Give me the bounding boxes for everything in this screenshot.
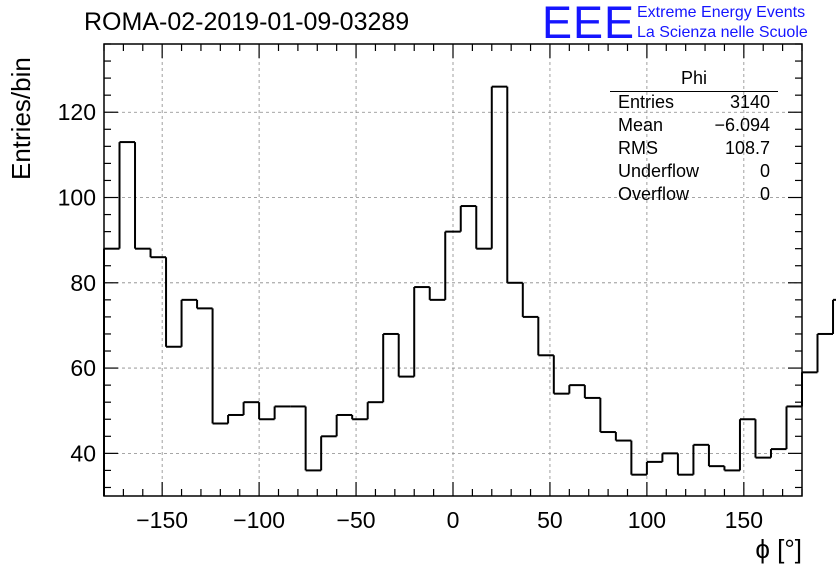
stats-row: Overflow 0 bbox=[610, 184, 778, 207]
y-tick-label: 40 bbox=[70, 440, 96, 466]
y-tick-label: 120 bbox=[58, 99, 96, 125]
x-tick-label: 100 bbox=[628, 507, 666, 533]
y-tick-label: 80 bbox=[70, 270, 96, 296]
stats-value: 108.7 bbox=[724, 138, 770, 158]
x-tick-label: 50 bbox=[537, 507, 563, 533]
x-axis-label: ϕ [°] bbox=[755, 534, 802, 564]
stats-value: 0 bbox=[759, 184, 770, 204]
stats-label: Entries bbox=[618, 92, 675, 112]
y-tick-label: 100 bbox=[58, 185, 96, 211]
stats-value: 3140 bbox=[729, 92, 770, 112]
x-tick-label: −150 bbox=[136, 507, 188, 533]
x-tick-label: −50 bbox=[337, 507, 376, 533]
eee-logo-text: Extreme Energy Events La Scienza nelle S… bbox=[637, 3, 808, 43]
histogram-title: ROMA-02-2019-01-09-03289 bbox=[84, 8, 410, 36]
logo-line-1: Extreme Energy Events bbox=[637, 4, 806, 21]
y-tick-label: 60 bbox=[70, 355, 96, 381]
stats-box: Phi Entries 3140 Mean −6.094 RMS 108.7 Underfl… bbox=[610, 68, 778, 207]
stats-rows: Entries 3140 Mean −6.094 RMS 108.7 Underflow 0 O… bbox=[610, 92, 778, 207]
x-tick-label: −100 bbox=[233, 507, 285, 533]
axis-ticks: −150 −100 −50 0 50 100 150 40 60 80 100 120 bbox=[58, 43, 803, 533]
eee-logo-mark: EEE bbox=[542, 0, 636, 48]
stats-label: Underflow bbox=[618, 161, 700, 181]
x-tick-label: 150 bbox=[725, 507, 763, 533]
grid-lines bbox=[104, 44, 802, 496]
x-tick-label: 0 bbox=[447, 507, 460, 533]
stats-row: RMS 108.7 bbox=[610, 138, 778, 161]
stats-row: Mean −6.094 bbox=[610, 115, 778, 138]
stats-row: Entries 3140 bbox=[610, 92, 778, 115]
stats-row: Underflow 0 bbox=[610, 161, 778, 184]
stats-value: 0 bbox=[759, 161, 770, 181]
stats-name: Phi bbox=[610, 68, 778, 92]
logo-line-2: La Scienza nelle Scuole bbox=[637, 24, 808, 41]
stats-label: Overflow bbox=[618, 184, 690, 204]
stats-label: Mean bbox=[618, 115, 664, 135]
stats-label: RMS bbox=[618, 138, 658, 158]
stats-value: −6.094 bbox=[714, 115, 770, 135]
